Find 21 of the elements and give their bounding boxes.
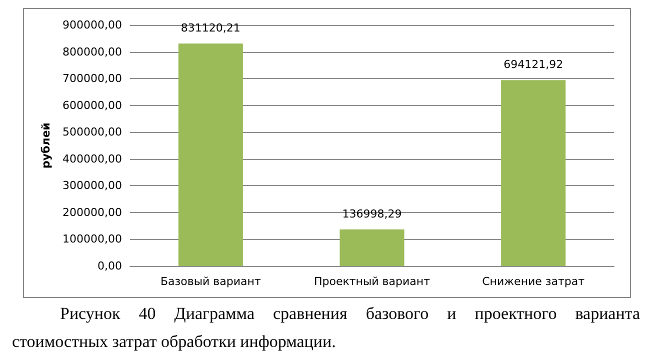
x-tick-label: Проектный вариант <box>314 275 431 288</box>
data-label: 136998,29 <box>342 207 402 220</box>
y-tick-label: 700000,00 <box>62 72 122 86</box>
y-tick-label: 0,00 <box>98 260 122 272</box>
bar <box>178 43 243 266</box>
data-label: 694121,92 <box>504 58 564 72</box>
y-tick-label: 900000,00 <box>62 18 122 32</box>
y-axis-title: рублей <box>40 122 53 168</box>
y-tick-label: 600000,00 <box>62 98 122 112</box>
y-tick-label: 100000,00 <box>62 232 122 246</box>
y-tick-label: 500000,00 <box>62 126 122 139</box>
data-label: 831120,21 <box>180 21 240 34</box>
text: Рисунок 40 Диаграмма сравнения базового и проектного варианта стоимостных затрат обработки информации. <box>12 303 640 353</box>
y-tick-label: 400000,00 <box>62 152 122 166</box>
x-tick-label: Базовый вариант <box>160 275 262 288</box>
y-tick-label: 300000,00 <box>62 179 122 192</box>
bar <box>340 229 404 266</box>
x-tick-label: Снижение затрат <box>482 275 586 288</box>
bar <box>501 80 566 266</box>
y-tick-label: 800000,00 <box>62 45 122 58</box>
y-tick-label: 200000,00 <box>62 206 122 219</box>
